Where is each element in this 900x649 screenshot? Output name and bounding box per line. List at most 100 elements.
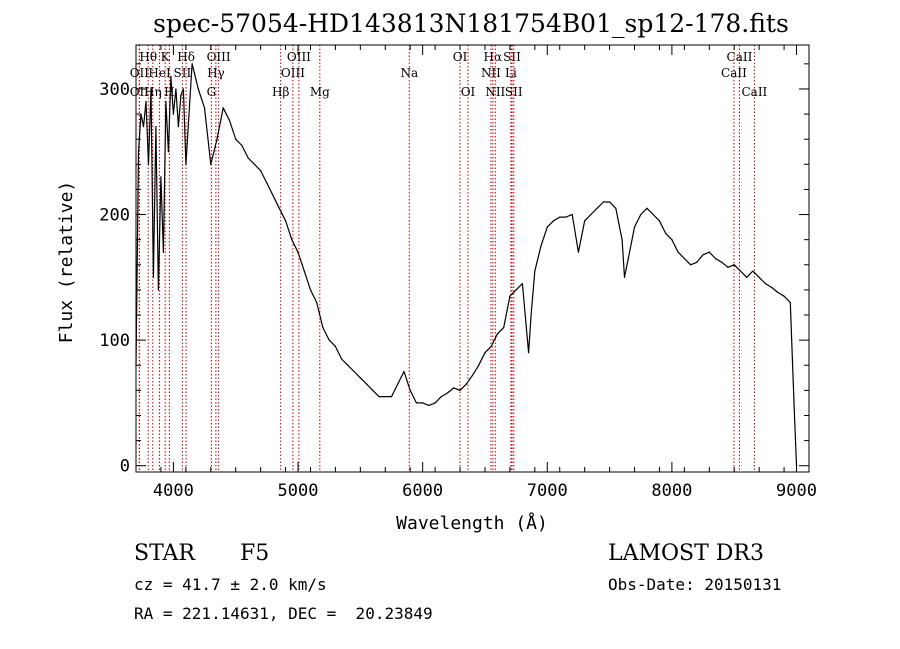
data-point — [428, 404, 430, 407]
data-point — [509, 295, 511, 297]
data-point — [177, 126, 179, 128]
data-point — [453, 387, 455, 389]
data-point — [160, 176, 162, 178]
x-tick-label: 4000 — [153, 481, 194, 501]
spectral-line-label: Hγ — [207, 66, 225, 80]
data-point — [752, 270, 754, 272]
data-point — [465, 383, 467, 385]
data-point — [527, 352, 530, 354]
data-point — [559, 216, 561, 218]
coordinates: RA = 221.14631, DEC = 20.23849 — [134, 604, 433, 623]
data-point — [621, 239, 623, 241]
data-point — [530, 314, 532, 316]
data-point — [316, 301, 318, 304]
data-point — [372, 389, 374, 391]
data-point — [170, 75, 172, 77]
data-point — [197, 88, 199, 90]
series-layer — [135, 63, 798, 467]
data-point — [185, 163, 187, 165]
data-point — [191, 63, 193, 65]
data-point — [733, 264, 735, 266]
x-axis-label: Wavelength (Å) — [396, 512, 548, 534]
data-point — [241, 144, 243, 147]
data-point — [278, 207, 280, 209]
spectral-line-label: Hα — [484, 50, 503, 64]
y-tick-label: 0 — [120, 457, 130, 477]
series-line-0 — [135, 63, 798, 466]
data-point — [777, 291, 779, 294]
data-point — [702, 254, 704, 256]
data-point — [203, 107, 206, 109]
data-point — [353, 370, 355, 373]
data-point — [459, 389, 461, 391]
data-point — [440, 396, 442, 398]
spectral-line-label: SII — [503, 50, 521, 64]
data-point — [521, 283, 523, 285]
object-subclass: F5 — [240, 541, 270, 566]
data-point — [503, 326, 505, 329]
spectral-line-label: OI — [453, 50, 468, 64]
spectral-line-label: H — [164, 85, 174, 99]
redshift-velocity: cz = 41.7 ± 2.0 km/s — [134, 575, 327, 594]
data-point — [623, 276, 626, 278]
data-point — [665, 232, 667, 234]
data-point — [222, 107, 224, 109]
data-point — [266, 182, 268, 184]
data-point — [403, 370, 405, 373]
data-point — [415, 402, 418, 404]
spectral-line-label: CaII — [741, 85, 767, 99]
data-point — [172, 113, 174, 115]
data-point — [180, 94, 182, 96]
data-point — [359, 377, 361, 379]
data-point — [758, 276, 760, 278]
chart-title: spec-57054-HD143813N181754B01_sp12-178.f… — [153, 9, 789, 38]
data-point — [471, 374, 474, 376]
data-point — [147, 163, 150, 165]
data-point — [565, 216, 567, 218]
data-point — [165, 100, 167, 103]
data-point — [652, 213, 654, 216]
data-point — [577, 251, 580, 253]
spectral-line-label: SII — [505, 85, 523, 99]
data-point — [397, 383, 399, 385]
data-point — [534, 270, 536, 272]
data-point — [727, 266, 729, 268]
data-point — [783, 295, 785, 297]
data-point — [739, 270, 742, 272]
data-point — [216, 138, 218, 140]
survey-name: LAMOST DR3 — [608, 541, 764, 566]
x-tick-label: 8000 — [651, 481, 692, 501]
data-point — [764, 283, 766, 285]
data-point — [696, 261, 698, 263]
data-point — [640, 213, 642, 216]
spectral-line-label: Hβ — [272, 85, 289, 99]
x-tick-label: 6000 — [402, 481, 443, 501]
data-point — [793, 402, 795, 404]
data-point — [322, 326, 324, 329]
x-tick-label: 5000 — [278, 481, 319, 501]
data-point — [615, 207, 617, 209]
data-point — [284, 220, 287, 222]
data-point — [714, 257, 717, 260]
data-point — [150, 88, 152, 90]
data-point — [646, 207, 648, 209]
data-point — [309, 289, 312, 291]
data-point — [137, 151, 140, 153]
data-point — [152, 276, 155, 278]
data-point — [155, 126, 157, 128]
data-point — [496, 333, 499, 335]
data-point — [409, 389, 411, 391]
data-point — [145, 100, 147, 103]
data-point — [384, 396, 386, 398]
spectral-line-label: OIII — [287, 50, 311, 64]
data-point — [157, 289, 160, 291]
data-point — [334, 345, 337, 348]
spectral-line-label: CaII — [727, 50, 753, 64]
data-point — [677, 251, 679, 253]
spectral-line-label: Hδ — [177, 50, 195, 64]
axis-ticks: 4000 5000 6000 7000 8000 9000 0 100 200 300 — [99, 45, 817, 501]
data-point — [771, 286, 773, 288]
data-point — [260, 169, 262, 172]
data-point — [571, 213, 573, 216]
